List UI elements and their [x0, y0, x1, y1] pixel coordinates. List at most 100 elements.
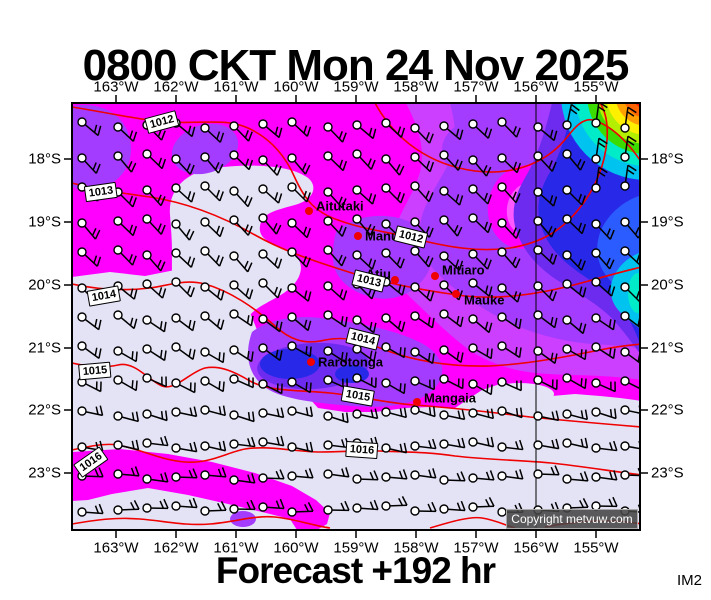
wind-barb: [287, 283, 312, 302]
wind-barb: [381, 154, 405, 176]
copyright-badge: Copyright metvuw.com: [506, 509, 638, 529]
wind-barb: [171, 248, 196, 268]
wind-barb: [229, 410, 255, 423]
wind-barb: [410, 468, 437, 480]
wind-barb: [591, 219, 615, 240]
wind-barb: [77, 117, 102, 137]
model-tag: IM2: [676, 572, 702, 589]
wind-barb: [591, 103, 608, 128]
wind-barb: [497, 117, 521, 138]
wind-barb: [323, 310, 348, 328]
wind-barb: [352, 408, 379, 420]
isobar-ne-arc: [374, 103, 640, 173]
dry-notch-mangaia: [486, 383, 554, 405]
wind-barb: [77, 341, 102, 359]
wind-barb: [200, 246, 224, 267]
wind-barb: [497, 218, 521, 239]
wind-barb: [468, 436, 495, 448]
wind-barb: [229, 280, 254, 300]
wind-barb: [468, 343, 493, 360]
forecast-hour-label: Forecast +192 hr: [215, 550, 496, 591]
wind-barb: [77, 503, 104, 517]
wind-barb: [410, 438, 437, 451]
wind-barb: [439, 309, 464, 328]
wind-barb: [113, 375, 138, 392]
wind-barb: [381, 442, 408, 454]
wind-barb: [287, 153, 311, 175]
wind-barb: [142, 149, 167, 170]
wind-barb: [533, 187, 558, 207]
wind-barb: [533, 122, 558, 142]
wind-barb: [258, 213, 282, 235]
wind-barb: [591, 277, 616, 297]
wind-barb: [142, 373, 167, 388]
wind-barb: [229, 499, 256, 514]
wind-barb: [229, 345, 254, 363]
wind-barb: [200, 376, 225, 393]
wind-barb: [439, 186, 464, 206]
wind-barb: [323, 500, 350, 515]
wind-barb: [77, 405, 104, 417]
wind-barb: [468, 408, 495, 420]
wind-barb: [410, 405, 436, 418]
wind-barb: [113, 151, 137, 173]
wind-barb: [323, 411, 349, 424]
wind-barb: [562, 437, 589, 449]
wind-barb: [591, 313, 616, 331]
wind-barb: [171, 378, 196, 394]
wind-barb: [381, 118, 406, 138]
wind-barb: [323, 151, 348, 172]
axis-ticks: [64, 95, 648, 538]
wind-barb: [497, 182, 521, 204]
wind-barb: [533, 216, 557, 238]
wind-barb: [562, 471, 589, 484]
isobar-1016: [72, 443, 640, 476]
wind-barb: [113, 310, 138, 330]
wind-barb: [381, 183, 405, 204]
wind-barb: [142, 409, 168, 422]
wind-barb: [562, 250, 586, 271]
wind-barb: [439, 150, 463, 171]
wind-barb: [620, 311, 640, 329]
isobar-1014: [72, 281, 640, 367]
wind-barb: [200, 282, 225, 301]
wind-barb: [77, 218, 101, 240]
wind-barb: [142, 214, 166, 235]
wind-barb: [439, 251, 464, 271]
wind-barb: [323, 346, 348, 364]
wind-barb: [258, 407, 285, 419]
wind-barb: [562, 214, 587, 235]
wind-barb: [468, 470, 495, 483]
wind-barb: [229, 436, 256, 449]
wind-barb: [258, 379, 283, 395]
wind-barb: [142, 472, 169, 484]
wind-barb: [497, 377, 522, 392]
wind-barb: [352, 499, 379, 513]
wind-barb: [497, 247, 521, 269]
wind-barb: [533, 410, 560, 422]
wind-barb: [171, 154, 195, 175]
wind-barb: [468, 119, 493, 139]
wind-barb: [229, 150, 254, 171]
wind-barbs: [77, 103, 640, 517]
wind-barb: [352, 120, 377, 140]
wind-barb: [352, 185, 377, 205]
wind-barb: [497, 283, 522, 303]
wind-barb: [229, 374, 254, 389]
wind-barb: [113, 411, 140, 423]
wind-barb: [562, 344, 587, 361]
wind-barb: [562, 373, 587, 390]
wind-barb: [287, 468, 314, 481]
wind-barb: [410, 152, 435, 173]
wind-barb: [171, 406, 198, 418]
wind-barb: [497, 312, 522, 330]
wind-barb: [287, 377, 312, 394]
bullseye-green: [587, 103, 640, 154]
wind-barb: [77, 153, 101, 174]
wind-barb: [439, 345, 464, 363]
bullseye-yellow: [607, 103, 640, 135]
wind-barb: [468, 314, 493, 334]
bullseye-red: [635, 103, 640, 108]
wind-barb: [229, 186, 253, 208]
